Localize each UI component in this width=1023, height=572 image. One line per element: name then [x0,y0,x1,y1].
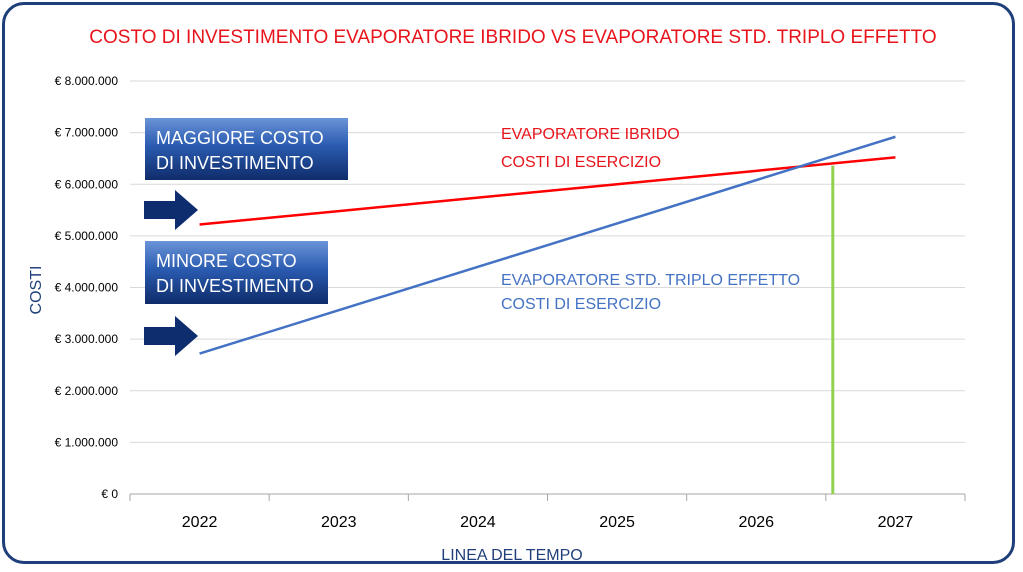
y-axis-ticks: € 0 € 1.000.000 € 2.000.000 € 3.000.000 € 4.… [55,74,119,501]
callout-higher-line2: DI INVESTIMENTO [156,153,314,173]
arrow-right-icon [144,190,198,230]
annotation-std-line2: COSTI DI ESERCIZIO [501,296,661,313]
x-tick-label: 2024 [460,514,496,531]
x-tick-label: 2025 [599,514,635,531]
y-tick-label: € 6.000.000 [55,177,119,191]
series-line-std [199,135,896,355]
x-tick-label: 2027 [878,514,914,531]
annotation-ibrido-line1: EVAPORATORE IBRIDO [501,126,680,143]
callout-lower-line2: DI INVESTIMENTO [156,276,314,296]
y-tick-label: € 0 [101,487,118,501]
x-tick-label: 2023 [321,514,357,531]
chart: COSTO DI INVESTIMENTO EVAPORATORE IBRIDO… [28,27,966,564]
y-tick-label: € 5.000.000 [55,229,119,243]
x-tick-label: 2022 [182,514,218,531]
x-axis-title: LINEA DEL TEMPO [441,547,582,564]
y-tick-label: € 1.000.000 [55,435,119,449]
y-tick-label: € 2.000.000 [55,384,119,398]
y-tick-label: € 7.000.000 [55,126,119,140]
chart-frame: COSTO DI INVESTIMENTO EVAPORATORE IBRIDO… [2,2,1015,564]
callout-lower-line1: MINORE COSTO [156,251,297,271]
y-tick-label: € 4.000.000 [55,281,119,295]
chart-title: COSTO DI INVESTIMENTO EVAPORATORE IBRIDO… [89,27,936,48]
callout-higher-investment: MAGGIORE COSTO DI INVESTIMENTO [145,118,348,180]
y-tick-label: € 8.000.000 [55,74,119,88]
annotation-std-line1: EVAPORATORE STD. TRIPLO EFFETTO [501,272,800,289]
x-axis-ticks: 2022 2023 2024 2025 2026 2027 [129,494,966,531]
callout-lower-investment: MINORE COSTO DI INVESTIMENTO [145,241,328,304]
annotation-ibrido-line2: COSTI DI ESERCIZIO [501,154,661,171]
series-line-ibrido [199,156,896,226]
y-axis-title: COSTI [28,266,45,315]
arrow-right-icon [144,316,198,356]
series-lines [199,135,896,355]
x-tick-label: 2026 [738,514,774,531]
callout-higher-line1: MAGGIORE COSTO [156,128,324,148]
callout-box-lower [145,241,328,304]
callout-box-higher [145,118,348,180]
y-tick-label: € 3.000.000 [55,332,119,346]
